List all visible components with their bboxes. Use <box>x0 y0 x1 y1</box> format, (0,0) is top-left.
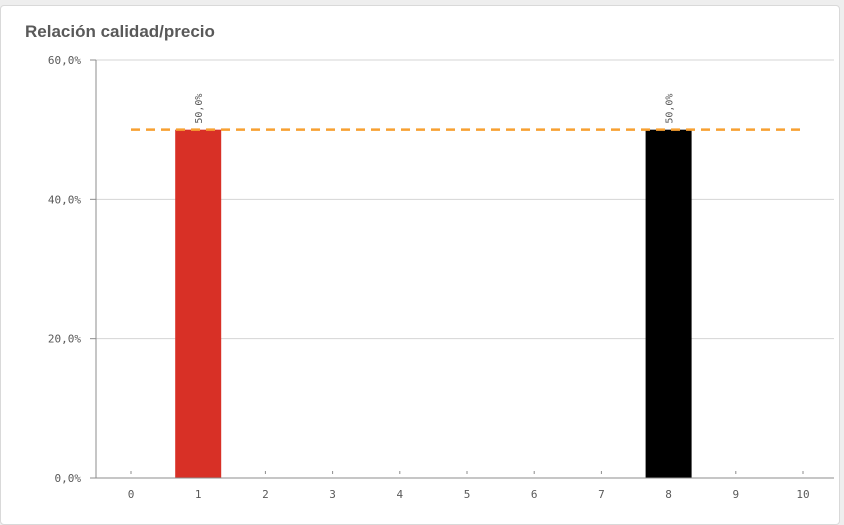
x-tick-label: 8 <box>665 488 672 501</box>
x-tick-label: 0 <box>128 488 135 501</box>
y-tick-label: 0,0% <box>55 472 82 485</box>
x-tick-label: 6 <box>531 488 538 501</box>
x-tick-label: 4 <box>396 488 403 501</box>
y-tick-label: 20,0% <box>48 333 81 346</box>
chart-panel: Relación calidad/precio <box>0 5 840 525</box>
x-tick-label: 9 <box>732 488 739 501</box>
x-tick-label: 1 <box>195 488 202 501</box>
x-tick-label: 7 <box>598 488 605 501</box>
x-tick-label: 3 <box>329 488 336 501</box>
data-label: 50,0% <box>665 94 676 124</box>
x-tick-label: 10 <box>796 488 809 501</box>
y-tick-label: 60,0% <box>48 54 81 67</box>
data-label: 50,0% <box>194 94 205 124</box>
bar-8[interactable] <box>645 129 692 478</box>
x-tick-label: 5 <box>464 488 471 501</box>
y-tick-label: 40,0% <box>48 193 81 206</box>
x-tick-label: 2 <box>262 488 269 501</box>
bar-1[interactable] <box>175 129 222 478</box>
chart-title: Relación calidad/precio <box>25 22 215 41</box>
